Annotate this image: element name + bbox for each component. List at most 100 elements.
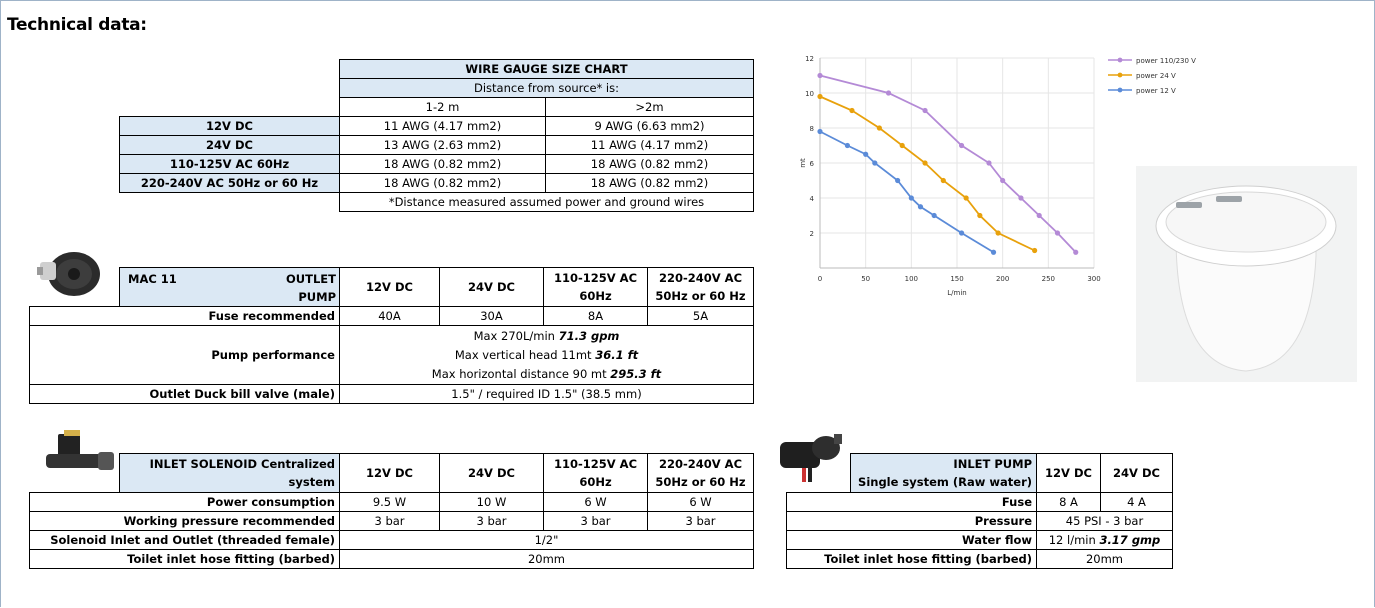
y-axis-label: mt bbox=[799, 158, 807, 168]
mac11-fuse-value: 8A bbox=[543, 306, 648, 326]
mac11-col-110v-line2: 60Hz bbox=[579, 289, 612, 303]
inlet-pump-pressure-label: Pressure bbox=[786, 511, 1037, 531]
solenoid-hose-value: 20mm bbox=[339, 549, 754, 569]
solenoid-power-value: 6 W bbox=[543, 492, 648, 512]
data-point bbox=[908, 195, 914, 201]
x-tick-label: 200 bbox=[996, 275, 1009, 283]
perf-distance-ft: 295.3 ft bbox=[610, 366, 662, 381]
solenoid-valve-image bbox=[46, 430, 114, 470]
toilet-image bbox=[1136, 166, 1357, 382]
solenoid-name-cell: INLET SOLENOID Centralized system bbox=[119, 453, 340, 493]
mac11-table: MAC 11 OUTLET PUMP 12V DC 24V DC 110-125… bbox=[29, 267, 754, 404]
series-line bbox=[819, 95, 1036, 252]
mac11-type-1: OUTLET bbox=[286, 272, 336, 286]
x-tick-label: 0 bbox=[818, 275, 822, 283]
outlet-pump-image bbox=[37, 252, 100, 296]
data-point bbox=[885, 90, 892, 96]
data-point bbox=[917, 204, 924, 210]
inlet-pump-image bbox=[780, 434, 842, 482]
mac11-name: MAC 11 bbox=[128, 272, 177, 286]
wire-gauge-note: *Distance measured assumed power and gro… bbox=[339, 192, 754, 212]
inlet-pump-pressure-value: 45 PSI - 3 bar bbox=[1036, 511, 1173, 531]
data-point bbox=[1000, 177, 1006, 184]
data-point bbox=[990, 249, 997, 255]
perf-flow-text: Max 270L/min bbox=[473, 328, 559, 343]
solenoid-col-110v: 110-125V AC 60Hz bbox=[543, 453, 648, 493]
inlet-pump-hose-label: Toilet inlet hose fitting (barbed) bbox=[786, 549, 1037, 569]
x-tick-label: 50 bbox=[861, 275, 870, 283]
y-tick-label: 10 bbox=[805, 90, 814, 98]
x-tick-label: 250 bbox=[1042, 275, 1055, 283]
x-axis-label: L/min bbox=[947, 289, 966, 297]
y-tick-label: 4 bbox=[810, 195, 815, 203]
mac11-valve-value: 1.5" / required ID 1.5" (38.5 mm) bbox=[339, 384, 754, 404]
data-point bbox=[986, 160, 992, 166]
mac11-fuse-value: 40A bbox=[339, 306, 440, 326]
data-point bbox=[958, 142, 965, 149]
inlet-pump-fuse-value: 4 A bbox=[1100, 492, 1173, 512]
data-point bbox=[940, 177, 946, 184]
wire-gauge-table: WIRE GAUGE SIZE CHART Distance from sour… bbox=[119, 59, 754, 212]
inlet-pump-name-cell: INLET PUMP Single system (Raw water) bbox=[850, 453, 1037, 493]
inlet-pump-col-24v: 24V DC bbox=[1100, 453, 1173, 493]
wire-gauge-cell: 9 AWG (6.63 mm2) bbox=[545, 116, 754, 136]
wire-gauge-col-over-2m: >2m bbox=[545, 97, 754, 117]
solenoid-thread-value: 1/2" bbox=[339, 530, 754, 550]
series-line bbox=[819, 130, 994, 254]
wire-gauge-row-label: 24V DC bbox=[119, 135, 340, 155]
wire-gauge-row-label: 12V DC bbox=[119, 116, 340, 136]
wire-gauge-col-1-2m: 1-2 m bbox=[339, 97, 546, 117]
perf-flow-gpm: 71.3 gpm bbox=[558, 328, 620, 343]
solenoid-col-110v-line2: 60Hz bbox=[579, 475, 612, 489]
data-point bbox=[817, 128, 823, 135]
perf-head-text: Max vertical head 11mt bbox=[454, 347, 596, 362]
legend-label: power 24 V bbox=[1136, 72, 1176, 80]
x-tick-label: 150 bbox=[950, 275, 963, 283]
page-title: Technical data: bbox=[7, 15, 147, 35]
mac11-performance-label: Pump performance bbox=[29, 325, 340, 385]
wire-gauge-cell: 18 AWG (0.82 mm2) bbox=[545, 154, 754, 174]
wire-gauge-cell: 11 AWG (4.17 mm2) bbox=[339, 116, 546, 136]
inlet-pump-flow-value: 12 l/min 3.17 gmp bbox=[1036, 530, 1173, 550]
x-tick-label: 100 bbox=[905, 275, 918, 283]
wire-gauge-row-label: 110-125V AC 60Hz bbox=[119, 154, 340, 174]
solenoid-pressure-value: 3 bar bbox=[339, 511, 440, 531]
inlet-pump-fuse-label: Fuse bbox=[786, 492, 1037, 512]
inlet-pump-flow-label: Water flow bbox=[786, 530, 1037, 550]
wire-gauge-cell: 18 AWG (0.82 mm2) bbox=[339, 154, 546, 174]
solenoid-pressure-value: 3 bar bbox=[647, 511, 754, 531]
solenoid-thread-label: Solenoid Inlet and Outlet (threaded fema… bbox=[29, 530, 340, 550]
data-point bbox=[899, 142, 905, 149]
solenoid-name-line1: INLET SOLENOID Centralized bbox=[149, 457, 335, 471]
wire-gauge-cell: 13 AWG (2.63 mm2) bbox=[339, 135, 546, 155]
mac11-fuse-value: 5A bbox=[647, 306, 754, 326]
wire-gauge-header: WIRE GAUGE SIZE CHART bbox=[339, 59, 754, 79]
y-tick-label: 12 bbox=[805, 55, 814, 63]
mac11-type-2: PUMP bbox=[298, 290, 336, 304]
data-point bbox=[1073, 249, 1079, 255]
inlet-pump-hose-value: 20mm bbox=[1036, 549, 1173, 569]
mac11-col-110v-line1: 110-125V AC bbox=[553, 271, 638, 285]
solenoid-power-value: 6 W bbox=[647, 492, 754, 512]
wire-gauge-cell: 18 AWG (0.82 mm2) bbox=[339, 173, 546, 193]
series-line bbox=[819, 74, 1077, 253]
solenoid-hose-label: Toilet inlet hose fitting (barbed) bbox=[29, 549, 340, 569]
wire-gauge-subheader: Distance from source* is: bbox=[339, 78, 754, 98]
mac11-name-cell: MAC 11 OUTLET PUMP bbox=[119, 267, 340, 307]
data-point bbox=[977, 212, 983, 219]
data-point bbox=[849, 107, 855, 114]
data-point bbox=[922, 160, 928, 166]
solenoid-col-220v: 220-240V AC 50Hz or 60 Hz bbox=[647, 453, 754, 493]
perf-head-ft: 36.1 ft bbox=[595, 347, 639, 362]
data-point bbox=[1018, 195, 1024, 201]
data-point bbox=[817, 72, 823, 79]
solenoid-pressure-label: Working pressure recommended bbox=[29, 511, 340, 531]
mac11-fuse-value: 30A bbox=[439, 306, 544, 326]
inlet-pump-name-line2: Single system (Raw water) bbox=[858, 475, 1032, 489]
legend-marker bbox=[1117, 57, 1123, 63]
solenoid-table: INLET SOLENOID Centralized system 12V DC … bbox=[29, 453, 754, 569]
mac11-fuse-label: Fuse recommended bbox=[29, 306, 340, 326]
data-point bbox=[1036, 212, 1042, 219]
solenoid-power-value: 10 W bbox=[439, 492, 544, 512]
solenoid-col-24v: 24V DC bbox=[439, 453, 544, 493]
